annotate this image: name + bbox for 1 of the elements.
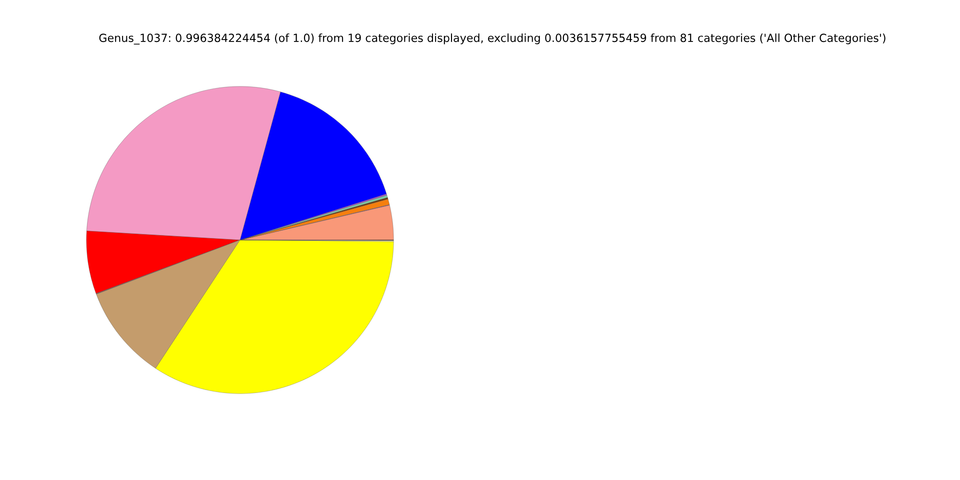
text: Genus_1037: 0.996384224454 (of 1.0) from 19 categories displayed, excluding 0.0036157755459 from 81 categories ('All Other Categories')	[99, 33, 886, 45]
